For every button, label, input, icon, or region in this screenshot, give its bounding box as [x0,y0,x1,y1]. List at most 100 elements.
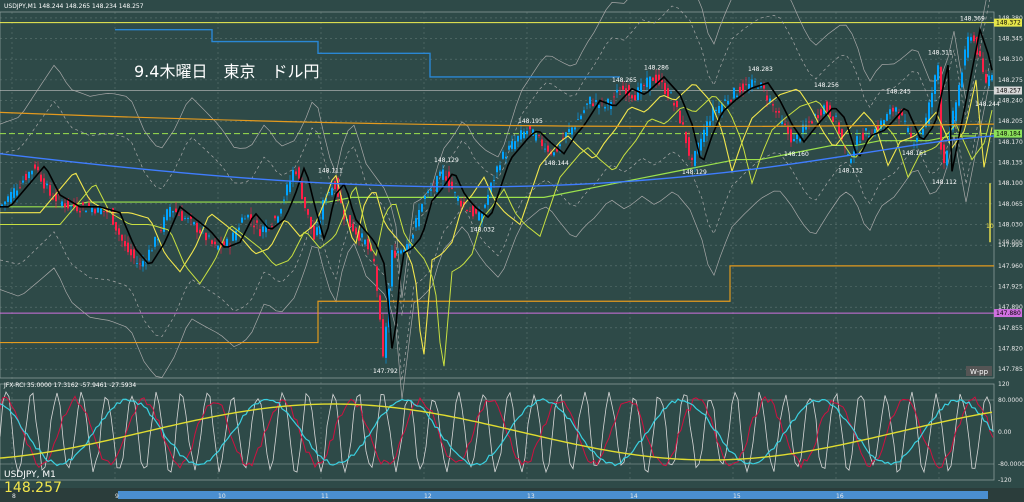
candle-body [214,241,216,245]
candle-body [742,83,744,92]
candle-body [820,109,822,116]
candle-body [658,74,660,85]
candle-body [805,124,807,130]
candle-body [565,132,567,138]
price-tick-label: 148.065 [998,201,1023,208]
price-tick-label: 148.275 [998,77,1023,84]
candle-body [253,225,255,228]
candle-body [562,138,564,140]
candle-body [412,234,414,239]
candle-body [616,89,618,93]
price-tick-label: 148.310 [998,56,1023,63]
candle-body [625,88,627,97]
candle-body [430,189,432,191]
candle-body [175,208,177,213]
candle-body [598,104,600,109]
extreme-label: 148.129 [434,157,459,164]
candle-body [952,110,954,130]
candle-body [469,211,471,212]
candle-body [877,124,879,131]
candle-body [334,181,336,190]
candle-body [907,127,909,133]
candle-body [463,201,465,205]
candle-body [391,250,393,287]
price-badge-text: 148.372 [996,20,1021,27]
candle-body [736,95,738,98]
candle-body [718,105,720,114]
time-tick-label: 13 [527,493,535,500]
candle-body [322,200,324,220]
price-tick-label: 147.925 [998,284,1023,291]
candle-body [262,226,264,232]
candle-body [307,208,309,215]
candle-body [721,103,723,112]
candle-body [379,295,381,320]
candle-body [547,145,549,152]
resistance-step-line [115,29,620,78]
candle-body [673,102,675,106]
candle-body [217,245,219,250]
candle-body [31,170,33,175]
candle-body [733,87,735,99]
candle-body [136,263,138,264]
candle-body [127,242,129,253]
extreme-label: 148.111 [318,168,343,175]
extreme-label: 148.132 [838,167,863,174]
candle-body [226,238,228,247]
candle-body [514,141,516,150]
candle-body [40,174,42,182]
candle-body [361,233,363,238]
price-badge [994,18,1022,27]
candle-body [715,109,717,111]
candle-body [643,84,645,86]
candle-body [523,131,525,139]
candle-body [130,249,132,256]
candle-body [904,120,906,122]
rci-tick-label: -120 [998,477,1012,484]
candle-body [814,114,816,116]
rci-header: JFX-RCI 35.0000 17.3162 -57.9461 -27.593… [3,382,136,389]
candle-body [661,79,663,83]
band-line [0,79,991,400]
candle-body [100,208,102,215]
candle-body [385,326,387,358]
candle-body [856,136,858,145]
candle-body [943,144,945,164]
candle-body [154,236,156,247]
candle-body [49,185,51,196]
candle-body [421,203,423,212]
extreme-label: 148.286 [644,64,669,71]
candle-body [352,223,354,232]
candle-body [766,95,768,101]
candle-body [295,171,297,175]
candle-body [859,141,861,143]
candle-body [196,223,198,233]
chart-annotation: 9.4木曜日 東京 ドル円 [134,62,319,81]
candle-body [184,218,186,219]
candle-body [358,230,360,241]
candle-body [985,74,987,83]
candle-body [280,209,282,214]
candle-body [571,127,573,135]
candle-body [142,261,144,267]
extreme-label: 148.129 [682,169,707,176]
rci-tick-label: 120 [998,381,1010,388]
candle-body [457,196,459,201]
candle-body [7,196,9,202]
rci-trend-line [0,403,993,461]
candle-body [331,188,333,196]
candle-body [241,217,243,223]
price-panel-frame [0,11,995,379]
extreme-label: 148.144 [544,160,569,167]
candle-body [808,121,810,123]
candle-body [364,239,366,245]
extreme-labels: 148.369 148.311 148.283 148.286 148.265 148.2… [318,15,1000,375]
price-tick-label: 148.030 [998,222,1023,229]
candle-body [16,190,18,196]
candle-body [880,120,882,129]
candle-body [250,214,252,221]
candle-body [640,83,642,94]
time-tick-label: 10 [218,493,226,500]
rci-medium-line [0,395,994,470]
candle-body [397,250,399,253]
